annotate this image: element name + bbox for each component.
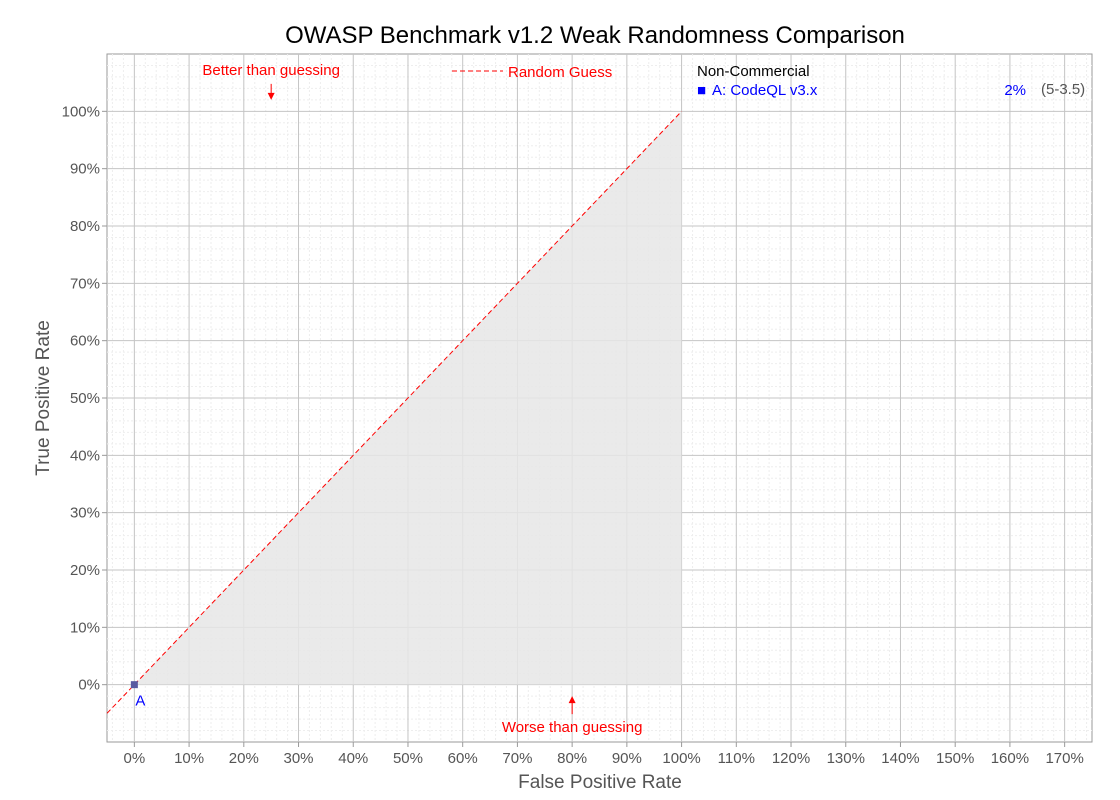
worse-than-guessing-arrowhead — [568, 696, 576, 704]
y-tick-label: 50% — [70, 390, 100, 407]
random-guess-line — [106, 110, 682, 714]
legend-entry-detail: (5-3.5) — [1041, 81, 1085, 98]
x-tick-label: 80% — [557, 750, 587, 767]
data-points: A — [130, 681, 145, 710]
better-than-guessing-arrowhead — [267, 92, 275, 100]
y-tick-label: 30% — [70, 505, 100, 522]
x-axis-ticks: 0% 10% 20% 30% 40% 50% 60% 70% 80% 90% 100% 110% 120… — [124, 742, 1084, 767]
y-tick-label: 70% — [70, 275, 100, 292]
y-tick-label: 90% — [70, 161, 100, 178]
y-axis-ticks: 0% 10% 20% 30% 40% 50% 60% 70% 80% 90% 100% — [62, 103, 107, 694]
x-tick-label: 70% — [502, 750, 532, 767]
data-point — [130, 681, 138, 689]
worse-than-guessing-label: Worse than guessing — [502, 719, 643, 736]
x-tick-label: 110% — [718, 750, 755, 767]
x-tick-label: 90% — [612, 750, 642, 767]
x-tick-label: 140% — [881, 750, 919, 767]
x-tick-label: 30% — [284, 750, 314, 767]
x-tick-label: 20% — [229, 750, 259, 767]
x-tick-label: 170% — [1045, 750, 1083, 767]
legend-entry-label: A: CodeQL v3.x — [712, 82, 818, 99]
x-tick-label: 0% — [124, 750, 146, 767]
x-tick-label: 60% — [448, 750, 478, 767]
x-tick-label: 40% — [338, 750, 368, 767]
y-tick-label: 20% — [70, 562, 100, 579]
x-tick-label: 130% — [827, 750, 865, 767]
data-point-label: A — [135, 693, 145, 710]
legend: Non-Commercial ■ A: CodeQL v3.x 2% (5-3.… — [697, 63, 1085, 99]
y-axis-title: True Positive Rate — [33, 320, 54, 476]
random-guess-legend: Random Guess — [452, 64, 612, 81]
x-tick-label: 150% — [936, 750, 974, 767]
x-tick-label: 10% — [174, 750, 204, 767]
legend-entry-marker: ■ — [697, 82, 706, 99]
x-tick-label: 50% — [393, 750, 423, 767]
random-guess-legend-label: Random Guess — [508, 64, 612, 81]
y-tick-label: 100% — [62, 103, 100, 120]
y-tick-label: 0% — [78, 677, 100, 694]
chart-title: OWASP Benchmark v1.2 Weak Randomness Com… — [285, 22, 905, 49]
x-tick-label: 160% — [991, 750, 1029, 767]
x-tick-label: 120% — [772, 750, 810, 767]
y-tick-label: 60% — [70, 333, 100, 350]
y-tick-label: 10% — [70, 619, 100, 636]
legend-group-title: Non-Commercial — [697, 63, 810, 80]
legend-entry-score: 2% — [1004, 82, 1026, 99]
annotations: Better than guessing Worse than guessing — [202, 62, 642, 736]
y-tick-label: 80% — [70, 218, 100, 235]
y-tick-label: 40% — [70, 447, 100, 464]
better-than-guessing-label: Better than guessing — [202, 62, 340, 79]
x-tick-label: 100% — [662, 750, 700, 767]
x-axis-title: False Positive Rate — [518, 772, 682, 793]
